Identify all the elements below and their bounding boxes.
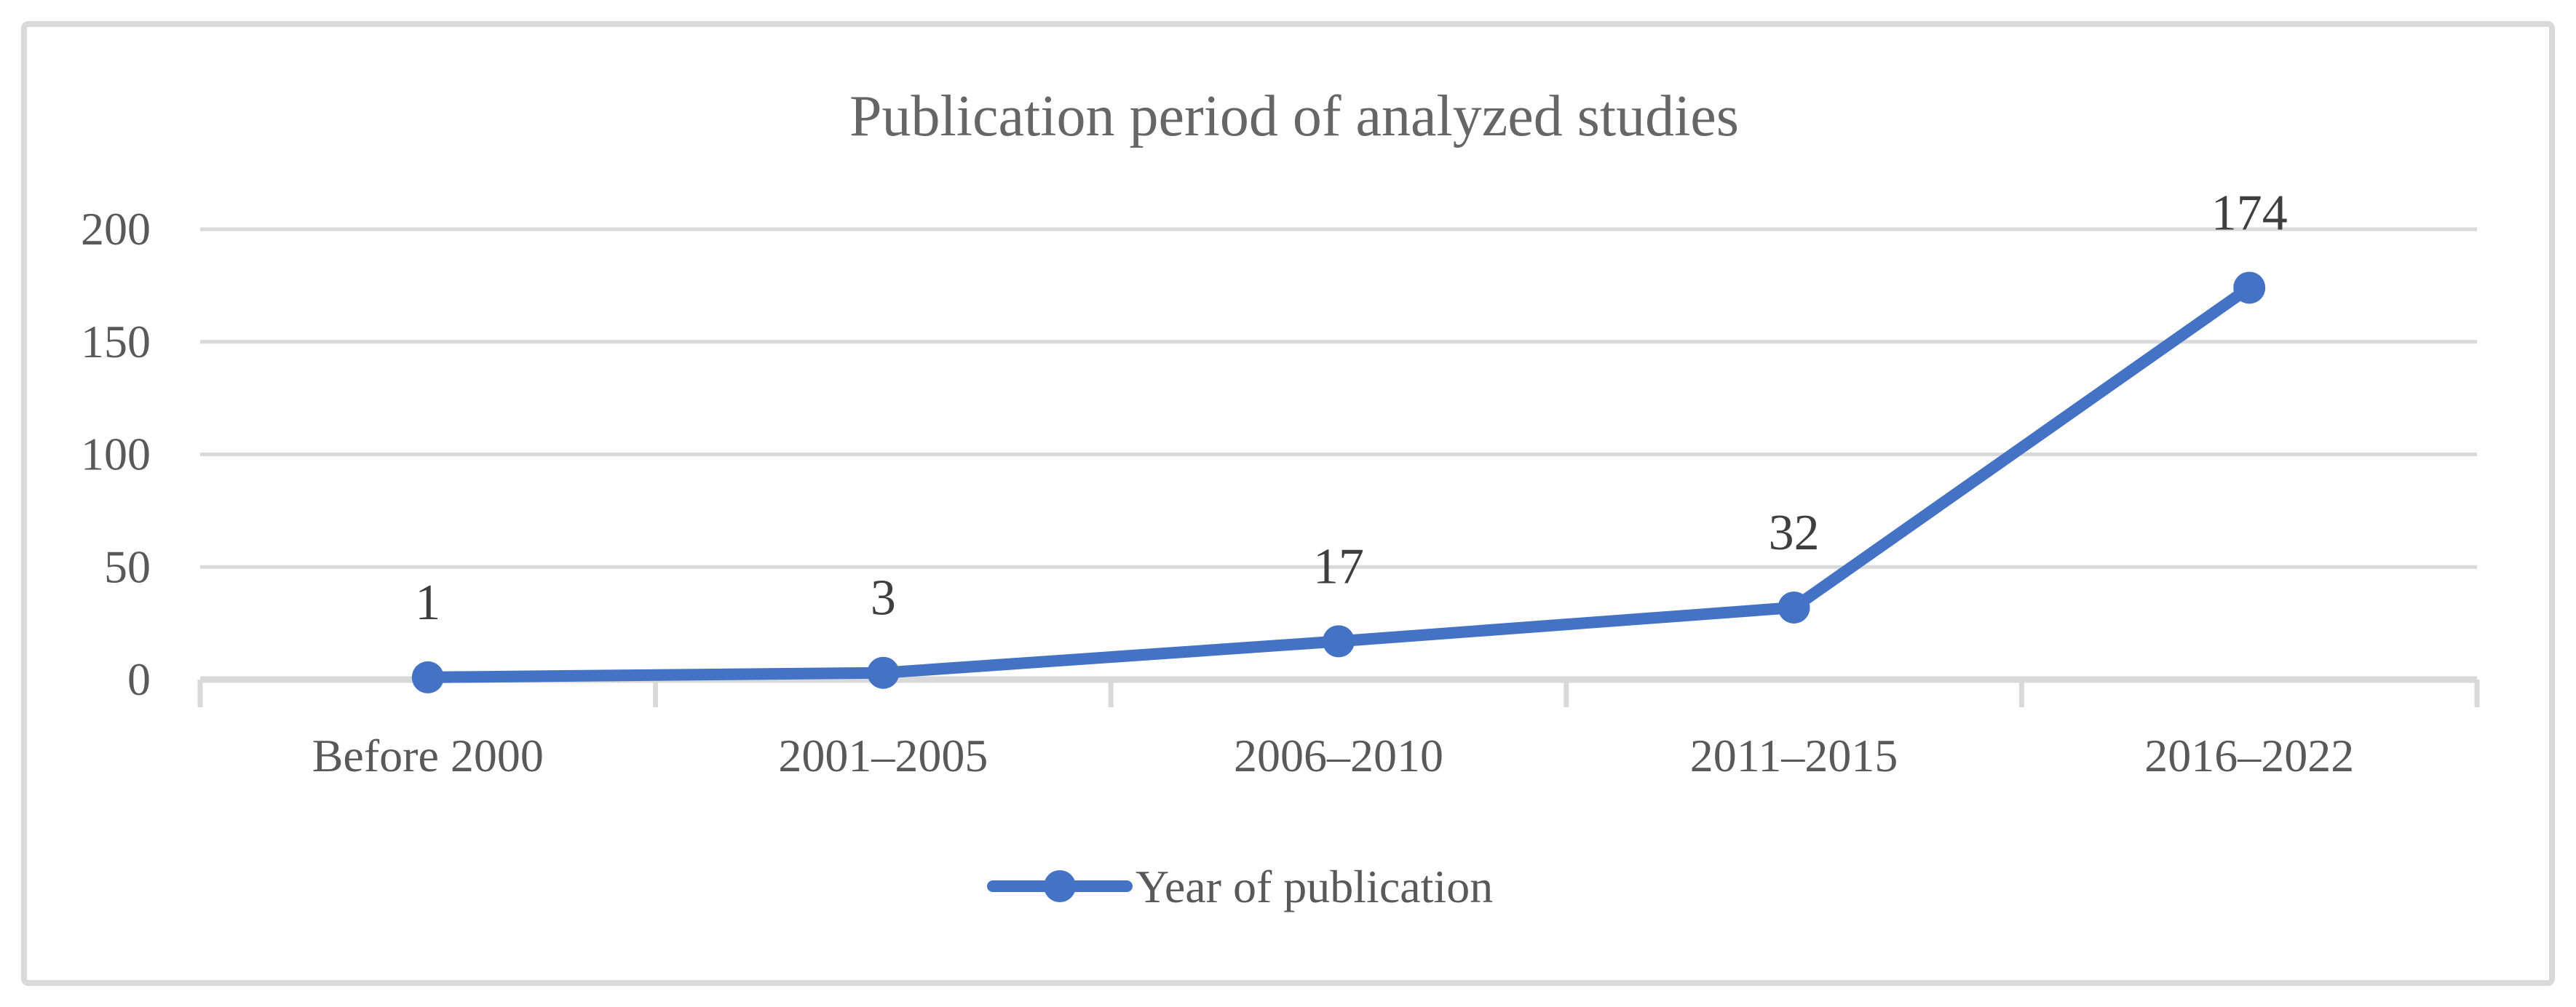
data-point-label: 174 — [2211, 185, 2288, 241]
data-point-marker — [2233, 271, 2266, 304]
legend-label: Year of publication — [1136, 861, 1493, 912]
x-category-label: Before 2000 — [312, 730, 544, 781]
data-point-label: 3 — [871, 570, 896, 626]
data-point-marker — [867, 656, 900, 689]
data-point-marker — [1323, 625, 1355, 658]
data-point-marker — [1778, 591, 1810, 624]
y-tick-label: 50 — [104, 541, 151, 592]
x-category-label: 2011–2015 — [1690, 730, 1898, 781]
y-tick-label: 150 — [81, 316, 151, 367]
legend-marker-icon — [1044, 870, 1076, 902]
chart-title: Publication period of analyzed studies — [849, 84, 1739, 148]
chart-frame-border — [21, 21, 2555, 986]
x-category-label: 2006–2010 — [1234, 730, 1443, 781]
y-tick-label: 100 — [81, 429, 151, 480]
y-tick-label: 200 — [81, 203, 151, 255]
data-point-label: 17 — [1313, 538, 1364, 594]
data-point-label: 1 — [415, 575, 440, 631]
data-point-marker — [411, 661, 444, 693]
x-category-label: 2001–2005 — [778, 730, 988, 781]
data-point-label: 32 — [1769, 505, 1820, 561]
y-tick-label: 0 — [127, 653, 151, 705]
x-category-label: 2016–2022 — [2144, 730, 2354, 781]
